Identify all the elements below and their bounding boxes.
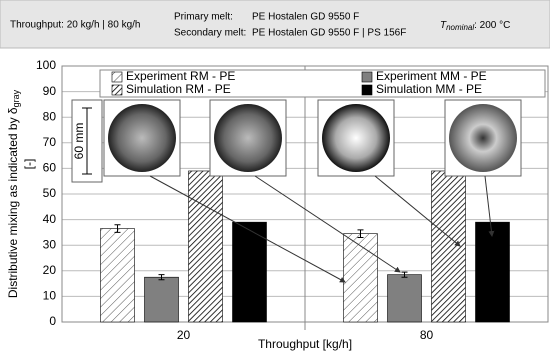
error-bar: [114, 224, 121, 233]
y-label-text: Distributive mixing as indicated by δgra…: [6, 89, 21, 298]
error-bar: [401, 271, 408, 278]
image-disc: [108, 104, 176, 172]
header-label: Primary melt:: [174, 12, 233, 23]
y-tick-label: 30: [43, 237, 57, 251]
header-throughput: Throughput: 20 kg/h | 80 kg/h: [10, 20, 140, 31]
bar: [431, 170, 466, 323]
y-label-sub: gray: [11, 89, 21, 107]
images: 60 mm: [71, 99, 522, 283]
scale-label: 60 mm: [72, 123, 86, 160]
legend-label: Experiment RM - PE: [126, 69, 235, 83]
arrow: [484, 175, 495, 237]
legend-label: Simulation MM - PE: [376, 82, 482, 96]
y-label-unit: [-]: [22, 159, 36, 170]
legend-swatch: [361, 84, 373, 96]
legend: Experiment RM - PE Experiment MM - PESimu…: [111, 69, 487, 96]
temp-symbol: T: [440, 20, 447, 31]
y-label-main: Distributive mixing as indicated by δ: [6, 107, 20, 298]
error-bar: [357, 229, 364, 239]
y-tick-label: 10: [43, 289, 57, 303]
bar: [232, 221, 267, 323]
x-label: Throughput [kg/h]: [258, 337, 352, 351]
bar: [387, 274, 422, 323]
image-disc: [449, 104, 517, 172]
legend-swatch: [111, 84, 123, 96]
plot: 0 10 20 30 40 50 60 70 80 90 100 20 80: [36, 58, 549, 342]
bar: [475, 221, 510, 323]
x-tick-label: 20: [177, 328, 191, 342]
y-label: Distributive mixing as indicated by δgra…: [6, 89, 36, 298]
y-tick-label: 50: [43, 186, 57, 200]
y-tick-label: 70: [43, 135, 57, 149]
legend-swatch: [111, 71, 123, 83]
arrow: [149, 175, 346, 283]
arrow: [254, 175, 401, 273]
x-tick-label: 80: [420, 328, 434, 342]
temp-value: : 200 °C: [474, 20, 510, 31]
bar: [100, 228, 135, 323]
header-value: PE Hostalen GD 9550 F | PS 156F: [252, 28, 406, 39]
y-tick-label: 90: [43, 84, 57, 98]
header-label: Secondary melt:: [174, 28, 246, 39]
image-disc: [214, 104, 282, 172]
legend-box: [99, 69, 546, 98]
legend-label: Experiment MM - PE: [376, 69, 487, 83]
bar: [343, 233, 378, 323]
error-bar: [158, 274, 165, 281]
legend-label: Simulation RM - PE: [126, 82, 231, 96]
y-tick-label: 20: [43, 263, 57, 277]
arrow: [374, 175, 461, 247]
header-temperature: Tnominal: 200 °C: [440, 20, 510, 32]
y-tick-label: 0: [49, 314, 56, 328]
temp-subscript: nominal: [446, 23, 474, 32]
bar: [144, 276, 179, 323]
header-value: PE Hostalen GD 9550 F: [252, 12, 359, 23]
bar: [188, 170, 223, 323]
header-box: [0, 0, 550, 49]
y-tick-label: 100: [36, 58, 56, 72]
y-tick-label: 80: [43, 109, 57, 123]
image-disc: [322, 104, 390, 172]
y-tick-label: 60: [43, 161, 57, 175]
legend-swatch: [361, 71, 373, 83]
y-tick-label: 40: [43, 212, 57, 226]
